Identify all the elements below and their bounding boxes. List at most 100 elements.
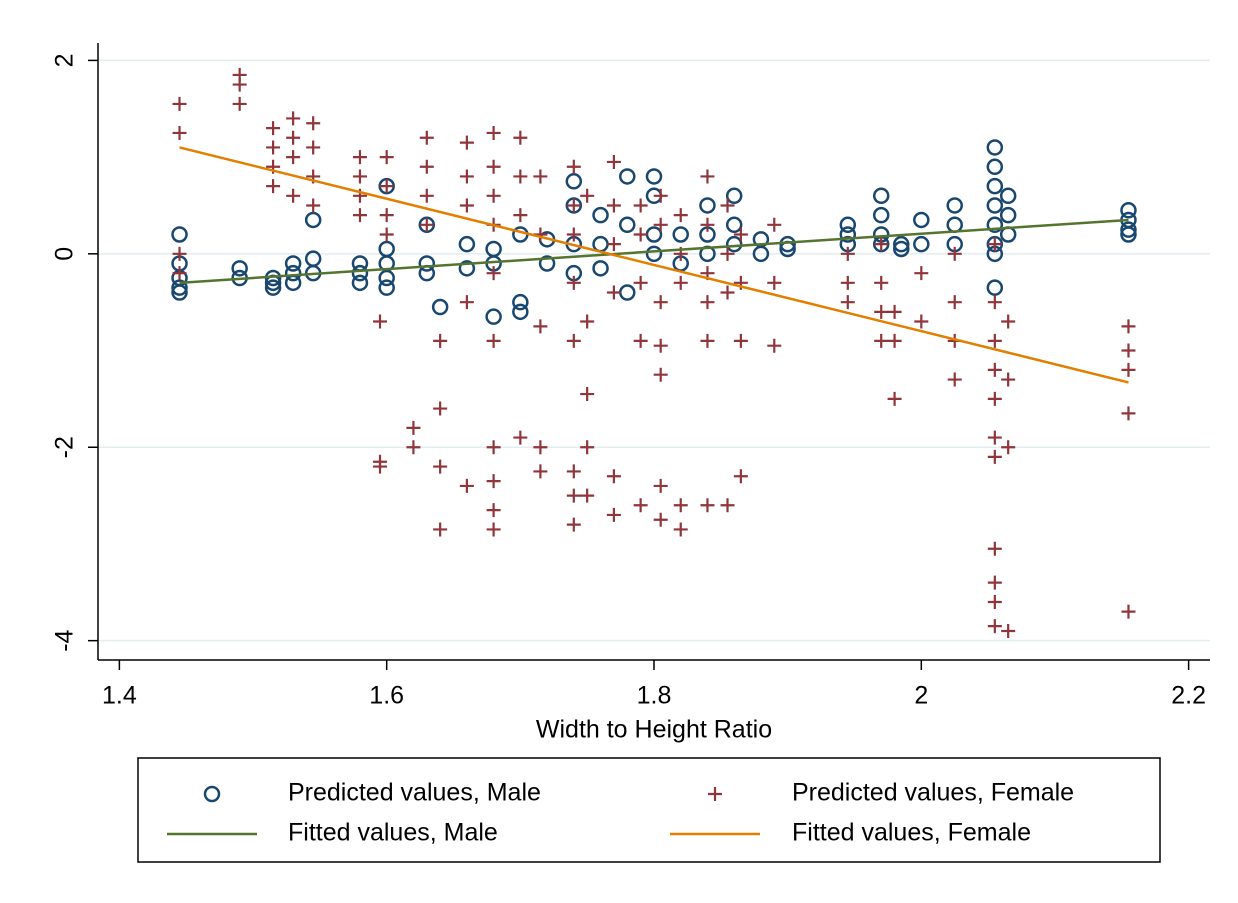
point <box>172 125 187 140</box>
point <box>887 391 902 406</box>
point <box>172 246 187 261</box>
point <box>619 168 636 185</box>
point <box>840 275 855 290</box>
point <box>306 116 321 131</box>
point <box>874 275 889 290</box>
point <box>752 245 770 263</box>
point <box>379 150 394 165</box>
point <box>986 139 1004 156</box>
point <box>913 211 930 229</box>
point <box>566 198 581 213</box>
point <box>1120 226 1137 243</box>
legend-box <box>137 757 1161 863</box>
legend-key <box>708 787 722 801</box>
point <box>232 77 247 92</box>
point <box>406 420 421 435</box>
y-tick-label: 0 <box>51 247 79 261</box>
point <box>619 216 636 234</box>
point <box>733 227 748 242</box>
point <box>566 488 581 503</box>
point <box>171 284 188 301</box>
point <box>1121 343 1136 358</box>
x-tick-label: 2 <box>914 682 928 710</box>
point <box>172 266 187 281</box>
legend-label: Fitted values, Female <box>792 819 1031 847</box>
point <box>566 333 581 348</box>
point <box>913 235 930 253</box>
point <box>566 227 581 242</box>
point <box>633 275 648 290</box>
point <box>947 372 962 387</box>
point <box>653 512 668 527</box>
point <box>378 269 395 287</box>
point <box>673 522 688 537</box>
point <box>486 503 501 518</box>
point <box>986 279 1004 296</box>
point <box>352 208 367 223</box>
point <box>653 338 668 353</box>
point <box>653 367 668 382</box>
point <box>720 198 735 213</box>
point <box>914 266 929 281</box>
point <box>874 333 889 348</box>
point <box>673 498 688 513</box>
point <box>486 125 501 140</box>
point <box>580 188 595 203</box>
point <box>306 140 321 155</box>
point <box>999 206 1017 224</box>
point <box>433 401 448 416</box>
point <box>1121 319 1136 334</box>
point <box>653 188 668 203</box>
point <box>171 279 188 296</box>
point <box>606 237 621 252</box>
point <box>720 246 735 261</box>
x-tick-label: 1.4 <box>102 682 137 710</box>
point <box>987 391 1002 406</box>
legend-label: Fitted values, Male <box>288 819 498 847</box>
point <box>1121 604 1136 619</box>
point <box>733 333 748 348</box>
point <box>373 314 388 329</box>
point <box>533 169 548 184</box>
point <box>379 227 394 242</box>
point <box>304 211 322 229</box>
point <box>987 295 1002 310</box>
point <box>700 169 715 184</box>
point <box>533 464 548 479</box>
point <box>725 216 743 234</box>
point <box>673 275 688 290</box>
point <box>1001 372 1016 387</box>
point <box>533 319 548 334</box>
point <box>580 387 595 402</box>
point <box>379 179 394 194</box>
point <box>566 275 581 290</box>
point <box>378 279 395 296</box>
point <box>947 246 962 261</box>
x-axis-title: Width to Height Ratio <box>536 716 772 744</box>
y-tick-label: -2 <box>51 436 79 458</box>
point <box>458 260 476 277</box>
point <box>700 498 715 513</box>
point <box>987 237 1002 252</box>
point <box>580 488 595 503</box>
point <box>565 173 583 190</box>
point <box>433 522 448 537</box>
point <box>264 279 282 296</box>
point <box>566 159 581 174</box>
point <box>606 198 621 213</box>
point <box>606 469 621 484</box>
point <box>874 304 889 319</box>
point <box>513 130 528 145</box>
point <box>767 217 782 232</box>
point <box>1001 314 1016 329</box>
point <box>406 440 421 455</box>
point <box>720 285 735 300</box>
point <box>379 208 394 223</box>
point <box>486 333 501 348</box>
point <box>633 227 648 242</box>
point <box>672 226 689 243</box>
point <box>431 298 449 316</box>
point <box>633 198 648 213</box>
